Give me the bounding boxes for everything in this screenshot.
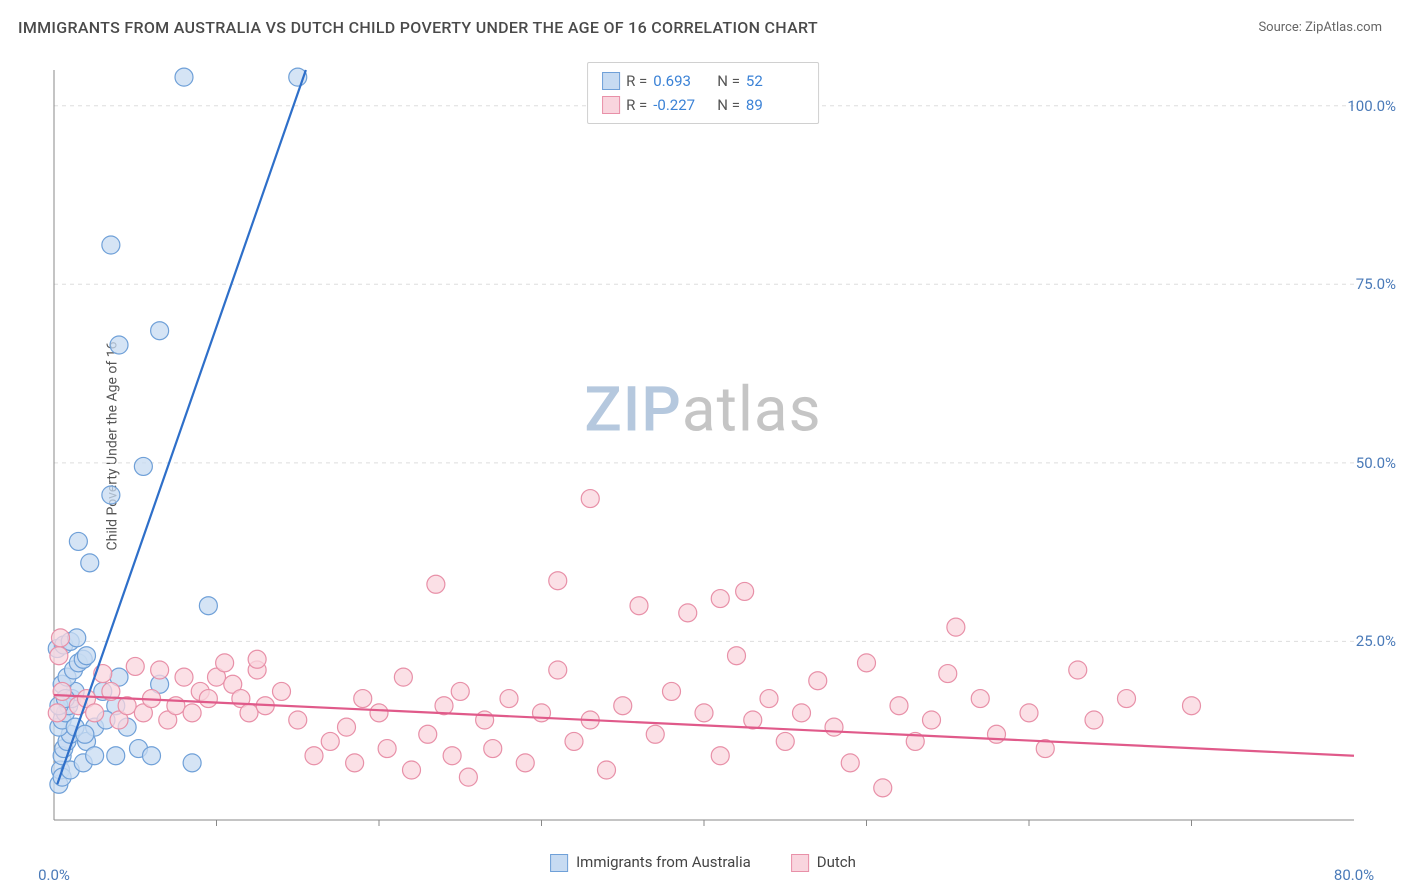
source-name: ZipAtlas.com [1305,20,1382,35]
n-label: N = [717,93,740,117]
series-legend: Immigrants from Australia Dutch [550,853,856,872]
chart-title: IMMIGRANTS FROM AUSTRALIA VS DUTCH CHILD… [18,18,818,37]
n-value-australia: 52 [746,69,804,93]
legend-swatch-dutch [791,854,809,872]
n-label: N = [717,69,740,93]
legend-label-australia: Immigrants from Australia [576,853,751,871]
chart-plot-area [44,60,1384,840]
legend-row-australia: R = 0.693 N = 52 [602,69,804,93]
y-tick-label: 75.0% [1356,275,1396,293]
r-label: R = [626,69,647,93]
n-value-dutch: 89 [746,93,804,117]
legend-row-dutch: R = -0.227 N = 89 [602,93,804,117]
source-attribution: Source: ZipAtlas.com [1258,20,1382,35]
legend-swatch-australia [550,854,568,872]
source-label: Source: [1258,20,1301,35]
legend-item-australia: Immigrants from Australia [550,853,751,872]
x-tick-label: 0.0% [38,866,70,884]
r-value-australia: 0.693 [653,69,711,93]
y-tick-label: 50.0% [1356,454,1396,472]
x-tick-label: 80.0% [1334,866,1374,884]
r-value-dutch: -0.227 [653,93,711,117]
correlation-legend: R = 0.693 N = 52 R = -0.227 N = 89 [587,62,819,124]
legend-swatch-dutch [602,96,620,114]
y-tick-label: 100.0% [1347,97,1396,115]
legend-swatch-australia [602,72,620,90]
chart-svg [44,60,1384,840]
y-tick-label: 25.0% [1356,632,1396,650]
legend-item-dutch: Dutch [791,853,856,872]
legend-label-dutch: Dutch [817,853,856,871]
r-label: R = [626,93,647,117]
